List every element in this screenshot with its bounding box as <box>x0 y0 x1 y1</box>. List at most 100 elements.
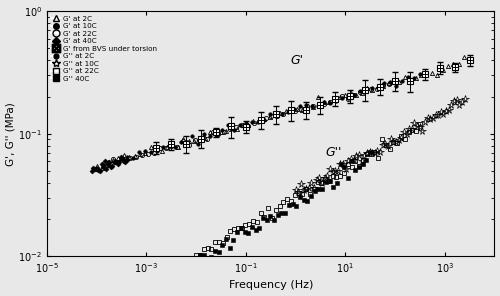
Line: G'' at 2C: G'' at 2C <box>96 266 138 288</box>
G' at 40C <box>99 162 105 165</box>
G' at 40C <box>104 168 110 171</box>
G' at 22C <box>392 81 398 84</box>
G' at 10C <box>172 145 177 148</box>
G' at 22C <box>156 146 162 149</box>
G' at 22C <box>110 157 116 160</box>
G'' at 22C <box>235 226 241 230</box>
G' at 22C <box>192 138 198 142</box>
G'' at 22C <box>417 123 423 126</box>
G' at 40C <box>100 166 106 169</box>
G'' at 2C <box>130 269 136 273</box>
G'' at 10C <box>456 103 462 106</box>
G' at 22C <box>298 107 304 111</box>
G' from BVS under torsion <box>437 66 443 70</box>
G' from BVS under torsion <box>243 125 249 129</box>
G' at 40C <box>94 169 100 172</box>
G' at 22C <box>251 121 257 124</box>
G'' 40C <box>304 199 310 202</box>
G' from BVS under torsion <box>452 65 458 69</box>
G' from BVS under torsion <box>392 79 398 82</box>
G'' at 2C <box>104 280 110 284</box>
G' at 22C <box>304 104 310 108</box>
G' at 22C <box>380 83 386 87</box>
G' at 40C <box>118 155 124 158</box>
G' at 40C <box>114 160 119 164</box>
G'' at 2C <box>112 277 118 281</box>
G' at 22C <box>362 88 368 92</box>
G' at 22C <box>256 120 262 123</box>
G' at 2C <box>461 55 467 59</box>
G' at 40C <box>96 168 102 172</box>
G' at 40C <box>92 167 98 171</box>
G' at 2C <box>256 117 262 120</box>
G' at 22C <box>127 156 133 160</box>
G' at 40C <box>122 160 128 164</box>
G' at 2C <box>466 58 472 61</box>
G' at 40C <box>104 164 110 167</box>
G'' at 2C <box>116 270 121 273</box>
G' at 10C <box>214 133 220 136</box>
G' at 22C <box>222 131 228 134</box>
G' at 10C <box>381 82 387 85</box>
G' at 2C <box>148 145 154 149</box>
G' at 40C <box>109 165 115 168</box>
G' at 22C <box>268 114 274 118</box>
G' at 22C <box>162 146 168 150</box>
G' at 22C <box>198 136 204 140</box>
G' at 22C <box>180 139 186 142</box>
G' at 22C <box>328 100 334 104</box>
G'' at 10C <box>462 97 468 100</box>
G'' at 10C <box>382 142 388 146</box>
G' at 2C <box>418 73 424 77</box>
G' from BVS under torsion <box>422 73 428 76</box>
G' at 2C <box>186 139 192 143</box>
G' at 10C <box>411 76 417 79</box>
G' from BVS under torsion <box>302 108 308 112</box>
G' at 40C <box>112 160 118 163</box>
G' at 2C <box>94 164 100 168</box>
G' from BVS under torsion <box>183 142 189 146</box>
G'' at 22C <box>262 215 268 219</box>
G' from BVS under torsion <box>318 103 324 106</box>
Line: G'' at 22C: G'' at 22C <box>194 122 422 258</box>
G' at 22C <box>351 93 357 97</box>
G'' at 22C <box>273 208 279 212</box>
G' from BVS under torsion <box>348 94 354 98</box>
G' at 22C <box>104 163 110 166</box>
G' at 40C <box>98 169 103 172</box>
G'' 40C <box>367 151 373 154</box>
G' at 40C <box>119 156 125 160</box>
G'' at 2C <box>98 282 103 285</box>
G' at 22C <box>386 83 392 86</box>
G' at 22C <box>245 124 251 128</box>
G'' at 2C <box>101 277 107 280</box>
G' at 10C <box>417 72 423 75</box>
G' from BVS under torsion <box>258 118 264 122</box>
Line: G'' at 10C: G'' at 10C <box>292 95 469 196</box>
G' from BVS under torsion <box>228 124 234 128</box>
G' at 22C <box>174 146 180 149</box>
G' at 22C <box>374 87 380 91</box>
G'' 40C <box>316 188 322 191</box>
G' at 2C <box>99 166 105 170</box>
Line: G' at 10C: G' at 10C <box>95 72 422 170</box>
G' from BVS under torsion <box>466 59 472 62</box>
G' at 22C <box>322 102 328 106</box>
G' from BVS under torsion <box>272 112 278 116</box>
G' at 22C <box>216 132 222 136</box>
G' at 40C <box>90 167 96 170</box>
G'' at 10C <box>335 169 341 172</box>
G' from BVS under torsion <box>213 131 219 134</box>
G'' at 22C <box>338 175 344 178</box>
G' at 40C <box>106 160 112 163</box>
G'' at 2C <box>94 284 100 288</box>
G' at 22C <box>151 151 157 155</box>
G' at 22C <box>210 130 216 134</box>
G'' at 2C <box>119 274 125 277</box>
G'' at 10C <box>366 151 372 154</box>
G' from BVS under torsion <box>198 137 204 140</box>
G' at 22C <box>145 152 151 156</box>
G' from BVS under torsion <box>362 88 368 92</box>
G'' at 2C <box>122 270 128 274</box>
G' at 22C <box>310 104 316 108</box>
